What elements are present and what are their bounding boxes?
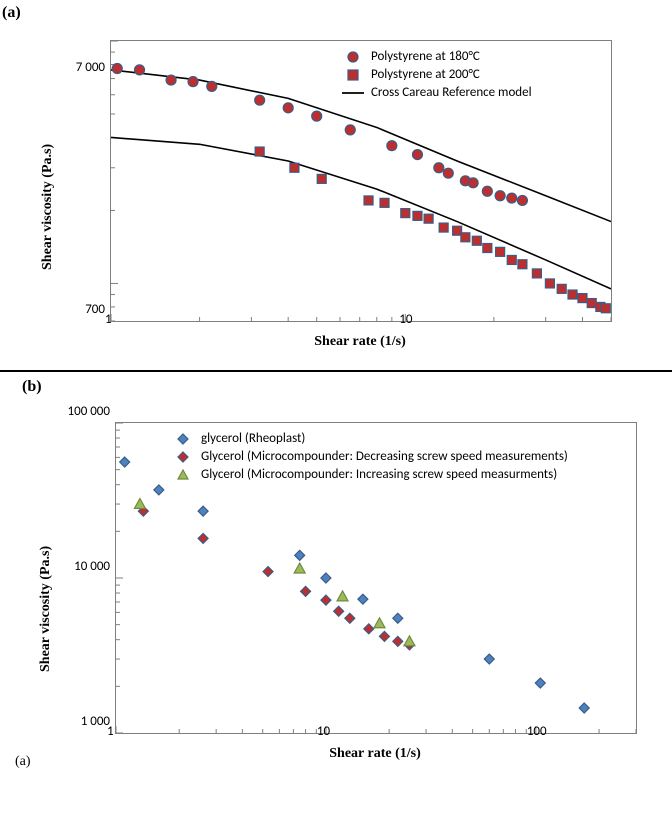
y-tick-label: 100 000: [68, 404, 110, 419]
legend-row: glycerol (Rheoplast): [171, 431, 568, 446]
legend-label: Glycerol (Microcompounder: Decreasing sc…: [201, 449, 568, 464]
legend-row: Glycerol (Microcompounder: Decreasing sc…: [171, 449, 568, 464]
panel-b-bottom-a: (a): [15, 754, 31, 770]
legend-label: Polystyrene at 180°C: [371, 49, 480, 64]
y-tick-label: 10 000: [74, 559, 110, 574]
chart-a-xlabel: Shear rate (1/s): [110, 334, 610, 350]
legend-label: Glycerol (Microcompounder: Increasing sc…: [201, 467, 557, 482]
chart-b-plotarea: glycerol (Rheoplast) Glycerol (Microcompo…: [115, 422, 637, 734]
panel-b: (b) Shear viscosity (Pa.s) glycerol (Rhe…: [0, 372, 672, 772]
legend-label: Cross Careau Reference model: [371, 85, 532, 100]
legend-row: Cross Careau Reference model: [341, 85, 532, 100]
legend-row: Polystyrene at 180°C: [341, 49, 532, 64]
y-tick-label: 7 000: [76, 60, 105, 75]
panel-a: (a) Shear viscosity (Pa.s) Polystyrene a…: [0, 0, 672, 372]
y-tick-label: 700: [85, 302, 105, 317]
x-tick-label: 10: [399, 312, 412, 327]
panel-a-tag: (a): [2, 4, 21, 22]
chart-a-ylabel: Shear viscosity (Pa.s): [40, 144, 56, 270]
chart-a-outer: Shear viscosity (Pa.s) Polystyrene at 18…: [20, 10, 652, 350]
chart-b-legend: glycerol (Rheoplast) Glycerol (Microcompo…: [171, 431, 568, 485]
legend-label: Polystyrene at 200°C: [371, 67, 480, 82]
chart-b-outer: Shear viscosity (Pa.s) glycerol (Rheopla…: [20, 382, 652, 762]
y-tick-label: 1 000: [81, 714, 110, 729]
chart-a-plotarea: Polystyrene at 180°C Polystyrene at 200°C…: [110, 40, 612, 322]
legend-row: Polystyrene at 200°C: [341, 67, 532, 82]
x-tick-label: 10: [317, 724, 330, 739]
legend-label: glycerol (Rheoplast): [201, 431, 305, 446]
chart-b-ylabel: Shear viscosity (Pa.s): [38, 546, 54, 672]
legend-row: Glycerol (Microcompounder: Increasing sc…: [171, 467, 568, 482]
chart-b-xlabel: Shear rate (1/s): [115, 746, 635, 762]
x-tick-label: 1: [105, 312, 112, 327]
chart-a-legend: Polystyrene at 180°C Polystyrene at 200°C…: [341, 49, 532, 103]
x-tick-label: 100: [527, 724, 547, 739]
